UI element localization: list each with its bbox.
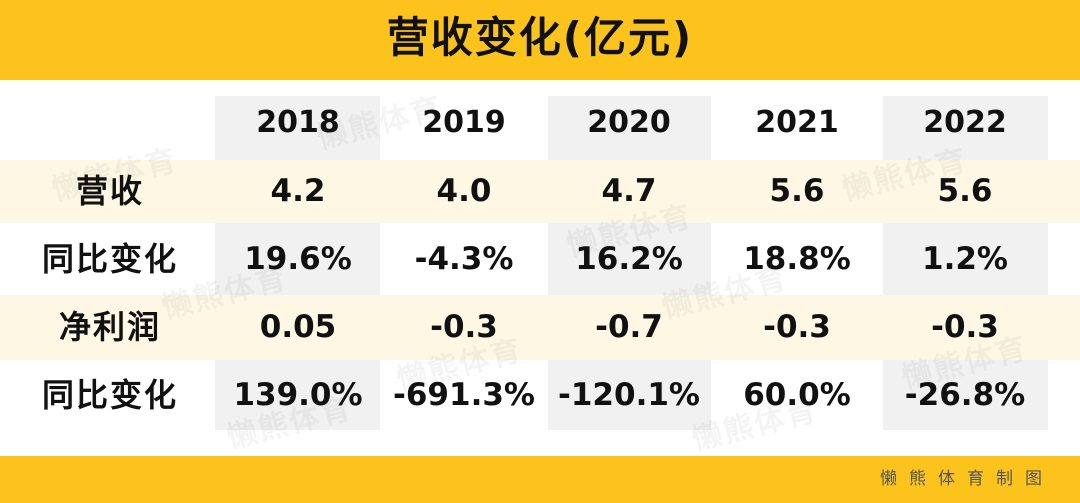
table-cell: 5.6 [937,173,993,209]
column-shade-2022 [883,96,1048,430]
table-cell: -120.1% [558,377,700,413]
table-cell: 4.2 [270,173,326,209]
column-header: 2019 [422,105,506,140]
column-header: 2020 [587,105,671,140]
table-cell: 4.7 [601,173,657,209]
table-cell: -691.3% [393,377,535,413]
table-cell: 5.6 [769,173,825,209]
table-cell: 139.0% [233,377,363,413]
table-cell: -26.8% [904,377,1026,413]
column-header: 2018 [256,105,340,140]
chart-title: 营收变化(亿元) [386,13,694,62]
title-bar: 营收变化(亿元) [0,0,1080,80]
table-cell: 1.2% [922,241,1008,277]
row-shade-revenue [0,160,1080,223]
table-cell: 16.2% [575,241,683,277]
table-cell: -0.3 [931,309,999,345]
row-label: 同比变化 [41,240,178,278]
column-header: 2022 [923,105,1007,140]
table-cell: 4.0 [436,173,492,209]
row-label: 同比变化 [41,376,178,414]
table-cell: -4.3% [414,241,514,277]
column-shade-2018 [215,96,380,430]
table-cell: 19.6% [244,241,352,277]
row-label: 营收 [75,172,144,210]
column-header: 2021 [755,105,839,140]
table-cell: -0.7 [595,309,663,345]
row-shade-net-profit [0,295,1080,360]
footer-bar: 懒熊体育制图 [0,456,1080,503]
table-cell: 18.8% [743,241,851,277]
table-cell: 60.0% [743,377,851,413]
row-label: 净利润 [58,308,161,346]
credit-text: 懒熊体育制图 [880,469,1054,489]
column-shade-2020 [548,96,711,430]
table-cell: 0.05 [259,309,337,345]
table-cell: -0.3 [763,309,831,345]
table-cell: -0.3 [430,309,498,345]
